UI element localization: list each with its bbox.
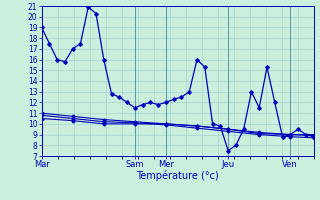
X-axis label: Température (°c): Température (°c) [136, 171, 219, 181]
